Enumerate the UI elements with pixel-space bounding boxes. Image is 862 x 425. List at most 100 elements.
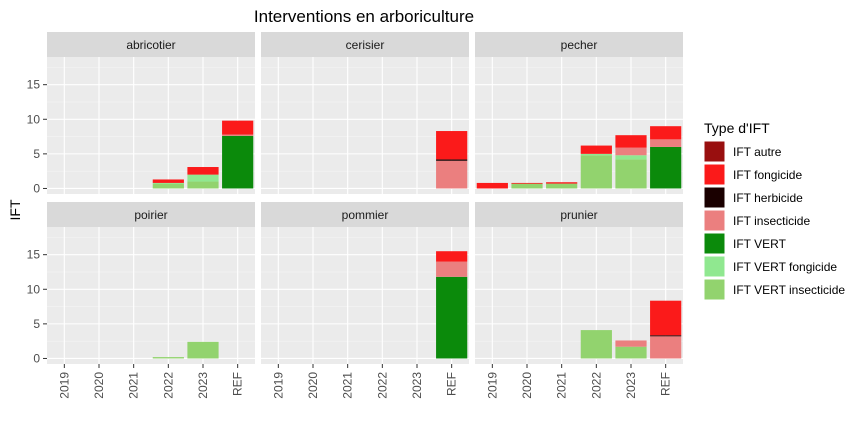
bar-abricotier-ref-ift-insecticide [222,134,254,136]
bar-pecher-2021-ift-vert-insecticide [546,183,578,189]
x-tick-label: 2021 [555,372,569,399]
bar-pecher-2023-ift-vert-fongicide [615,155,647,160]
legend-swatch-ift-vert [703,232,726,255]
x-tick-label: REF [231,372,245,396]
facet-label: cerisier [346,38,385,52]
x-tick-label: 2019 [271,372,285,399]
legend-label-ift-vert-fongicide: IFT VERT fongicide [733,260,837,274]
facet-panels: abricotier 0 5 10 15 cerisier pecher poirier 0 5 1… [27,32,683,399]
bar-poirier-2023-ift-vert-insecticide [187,341,219,359]
legend-swatch-ift-fongicide [703,163,726,186]
facet-strip [47,32,255,57]
bar-pecher-2023-ift-fongicide [615,135,647,148]
y-tick-label: 5 [33,317,40,331]
bar-abricotier-2023-ift-vert-fongicide [187,174,219,182]
x-tick-label: 2023 [196,372,210,399]
bar-pecher-ref-ift-insecticide [650,139,682,147]
x-tick-label: 2020 [306,372,320,399]
x-tick-label: 2023 [410,372,424,399]
bar-prunier-ref-ift-fongicide [650,300,682,336]
legend-swatch-ift-insecticide [703,209,726,232]
bar-cerisier-ref-ift-insecticide [436,160,468,189]
x-tick-label: 2021 [127,372,141,399]
bar-pecher-2023-ift-vert-insecticide [615,159,647,189]
x-tick-label: 2021 [341,372,355,399]
legend-swatch-ift-herbicide [703,186,726,209]
bar-abricotier-2022-ift-vert-fongicide [152,182,184,184]
x-tick-label: 2020 [92,372,106,399]
panel-pecher: pecher [475,32,683,194]
bar-abricotier-ref-ift-fongicide [222,120,254,135]
y-tick-label: 15 [27,78,41,92]
bar-prunier-ref-ift-herbicide [650,335,682,337]
bar-prunier-2023-ift-insecticide [615,340,647,347]
legend-swatch-ift-vert-fongicide [703,255,726,278]
facet-strip [261,32,469,57]
bar-abricotier-ref-ift-vert [222,135,254,189]
bar-pecher-2022-ift-fongicide [580,145,612,154]
legend: Type d'IFT IFT autre IFT fongicide IFT her… [703,120,845,301]
bar-pecher-2021-ift-fongicide [546,182,578,184]
panel-cerisier: cerisier [261,32,469,194]
chart-title: Interventions en arboriculture [254,7,474,26]
x-tick-label: 2023 [624,372,638,399]
x-tick-label: 2019 [485,372,499,399]
bar-pecher-2023-ift-insecticide [615,147,647,156]
facet-label: poirier [134,208,167,222]
legend-label-ift-insecticide: IFT insecticide [733,214,810,228]
bar-pecher-ref-ift-vert [650,146,682,189]
y-tick-label: 5 [33,147,40,161]
bar-pommier-ref-ift-vert [436,276,468,359]
facet-strip [47,202,255,227]
legend-label-ift-vert: IFT VERT [733,237,787,251]
bar-pecher-2019-ift-fongicide [476,182,508,189]
panel-pommier: pommier 2019 2020 2021 2022 2023 REF [261,202,469,399]
panel-poirier: poirier 0 5 10 15 2019 2020 2021 2022 2023 REF [27,202,255,399]
bar-pecher-2020-ift-fongicide [511,182,543,184]
legend-label-ift-autre: IFT autre [733,145,782,159]
legend-label-ift-vert-insecticide: IFT VERT insecticide [733,283,845,297]
y-tick-label: 10 [27,282,41,296]
bar-pecher-2022-ift-vert-insecticide [580,155,612,189]
bar-prunier-2022-ift-vert-insecticide [580,330,612,359]
panel-background [47,227,255,364]
facet-strip [475,32,683,57]
x-tick-label: REF [445,372,459,396]
facet-strip [475,202,683,227]
panel-abricotier: abricotier 0 5 10 15 [27,32,255,195]
legend-swatch-ift-vert-insecticide [703,278,726,301]
facet-label: prunier [560,208,597,222]
legend-title: Type d'IFT [704,120,770,136]
y-tick-label: 0 [33,351,40,365]
bar-abricotier-2023-ift-vert-insecticide [187,181,219,189]
bar-pommier-ref-ift-insecticide [436,261,468,277]
bar-pecher-ref-ift-fongicide [650,126,682,140]
bar-cerisier-ref-ift-herbicide [436,159,468,161]
legend-label-ift-fongicide: IFT fongicide [733,168,802,182]
legend-label-ift-herbicide: IFT herbicide [733,191,803,205]
bar-abricotier-2022-ift-vert-insecticide [152,183,184,189]
bar-pecher-2020-ift-vert-insecticide [511,183,543,189]
x-tick-label: 2022 [161,372,175,399]
x-tick-label: REF [659,372,673,396]
bar-prunier-ref-ift-insecticide [650,336,682,359]
x-tick-label: 2022 [375,372,389,399]
legend-swatch-ift-autre [703,140,726,163]
panel-prunier: prunier 2019 2020 2021 2022 2023 REF [475,202,683,399]
facet-label: pecher [561,38,598,52]
facet-strip [261,202,469,227]
y-tick-label: 15 [27,248,41,262]
y-tick-label: 10 [27,112,41,126]
x-tick-label: 2019 [57,372,71,399]
bar-abricotier-2022-ift-fongicide [152,179,184,183]
bar-pommier-ref-ift-fongicide [436,251,468,262]
bar-cerisier-ref-ift-fongicide [436,131,468,160]
y-tick-label: 0 [33,181,40,195]
bar-prunier-2023-ift-vert-insecticide [615,346,647,359]
bar-abricotier-2023-ift-fongicide [187,167,219,175]
facet-label: pommier [342,208,389,222]
bar-pecher-2022-ift-vert-fongicide [580,153,612,156]
bar-poirier-2022-ift-vert-insecticide [152,357,184,359]
y-axis-title: IFT [7,199,23,220]
